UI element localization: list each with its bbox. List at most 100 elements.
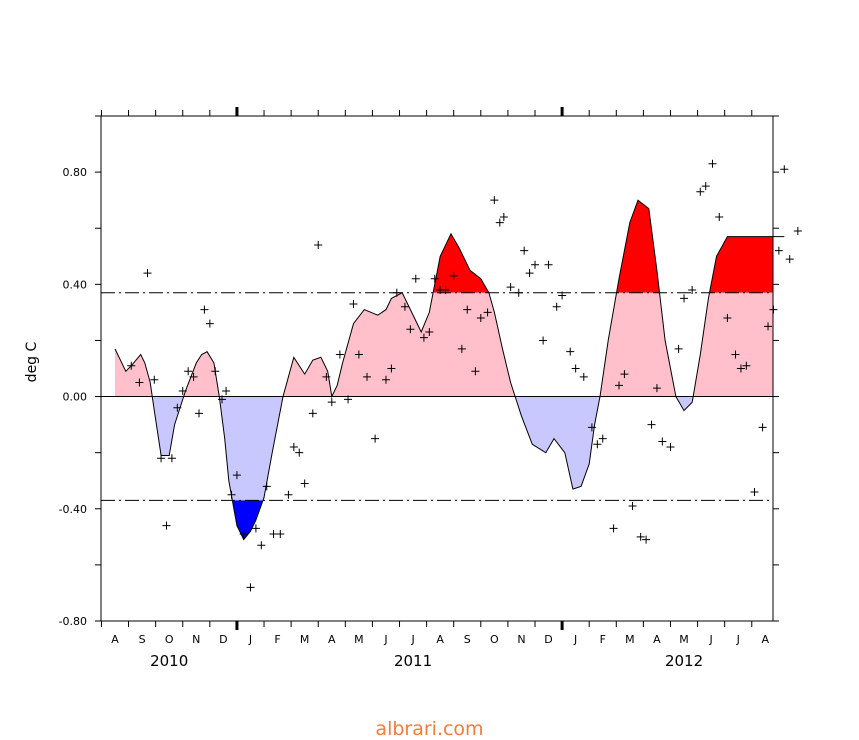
data-point [609,524,618,533]
month-label: O [165,633,174,646]
data-point [471,367,480,376]
data-point [579,372,588,381]
data-point [344,395,353,404]
data-point [363,372,371,381]
data-point [354,350,363,359]
data-point [314,241,323,250]
month-label: S [464,633,471,646]
month-label: M [354,633,364,646]
data-point [558,291,567,300]
watermark-credit: albrari.com [375,718,484,740]
data-point [246,583,255,592]
data-point [785,255,794,264]
data-point [200,305,209,314]
data-point [680,294,689,303]
data-point [127,361,136,370]
data-point [162,521,171,530]
data-point [647,420,656,429]
month-label: A [436,633,444,646]
data-point [658,437,667,446]
y-tick-label: 0.40 [63,278,88,291]
data-point [520,246,529,255]
data-point [227,490,236,499]
data-point [571,364,580,373]
data-point [674,344,683,353]
data-point [189,372,198,381]
data-point [150,375,159,384]
data-point [696,187,705,196]
smoothed-anomaly-line [114,199,785,541]
data-point [652,384,661,393]
data-point [222,386,231,395]
month-label: J [736,633,740,646]
data-point [525,269,534,278]
data-point [262,482,271,491]
data-point [499,213,508,221]
data-point [731,350,740,359]
data-point [642,535,651,544]
data-point [736,364,745,373]
y-tick-label: -0.80 [59,615,87,628]
data-point [195,409,203,418]
data-point [184,367,193,376]
data-point [173,403,182,412]
data-point [764,322,773,331]
month-label: A [762,633,770,646]
data-point [308,409,317,418]
reference-lines [101,292,773,501]
month-label: N [517,633,525,646]
data-point [742,361,751,370]
monthly-anomaly-points [127,159,802,592]
data-point [419,333,428,342]
data-point [371,434,380,443]
month-label: D [544,633,552,646]
data-point [400,302,409,311]
weak-warm-fill [115,292,773,397]
data-point [539,336,548,345]
data-point [780,165,789,174]
data-point [701,182,710,191]
data-point [211,367,220,376]
month-label: N [192,633,200,646]
data-point [276,530,285,539]
data-point [628,501,637,510]
y-tick-label: 0.80 [63,166,88,179]
data-point [205,319,214,328]
data-point [715,213,724,221]
data-point [335,350,344,359]
month-label: M [300,633,310,646]
data-point [157,454,166,463]
strong-warm-fill [433,200,773,293]
data-point [327,398,336,407]
month-label: J [383,633,387,646]
month-label: M [625,633,635,646]
year-label: 2010 [150,652,188,670]
month-label: A [653,633,661,646]
data-point [615,381,623,390]
data-point [688,285,697,294]
y-tick-label: 0.00 [63,391,88,404]
data-point [457,344,466,353]
plot-frame [100,115,774,622]
data-point [381,375,390,384]
data-point [463,305,472,314]
anomaly-fill-areas [115,200,773,540]
data-point [257,541,266,550]
data-point [295,448,304,457]
data-point [349,299,358,308]
month-label: A [328,633,336,646]
data-point [750,487,759,496]
month-label: O [490,633,499,646]
x-axis: A S O N D J F M A M J J A S O N D J F M A M J J A 2010 2011 2012 [100,107,770,670]
data-point [387,364,396,373]
month-label: S [139,633,146,646]
month-label: J [410,633,414,646]
data-point [758,423,767,432]
month-label: A [111,633,119,646]
month-label: J [573,633,577,646]
data-point [449,271,458,280]
strong-cold-fill [232,500,264,540]
data-point [666,443,675,452]
data-point [143,269,152,278]
